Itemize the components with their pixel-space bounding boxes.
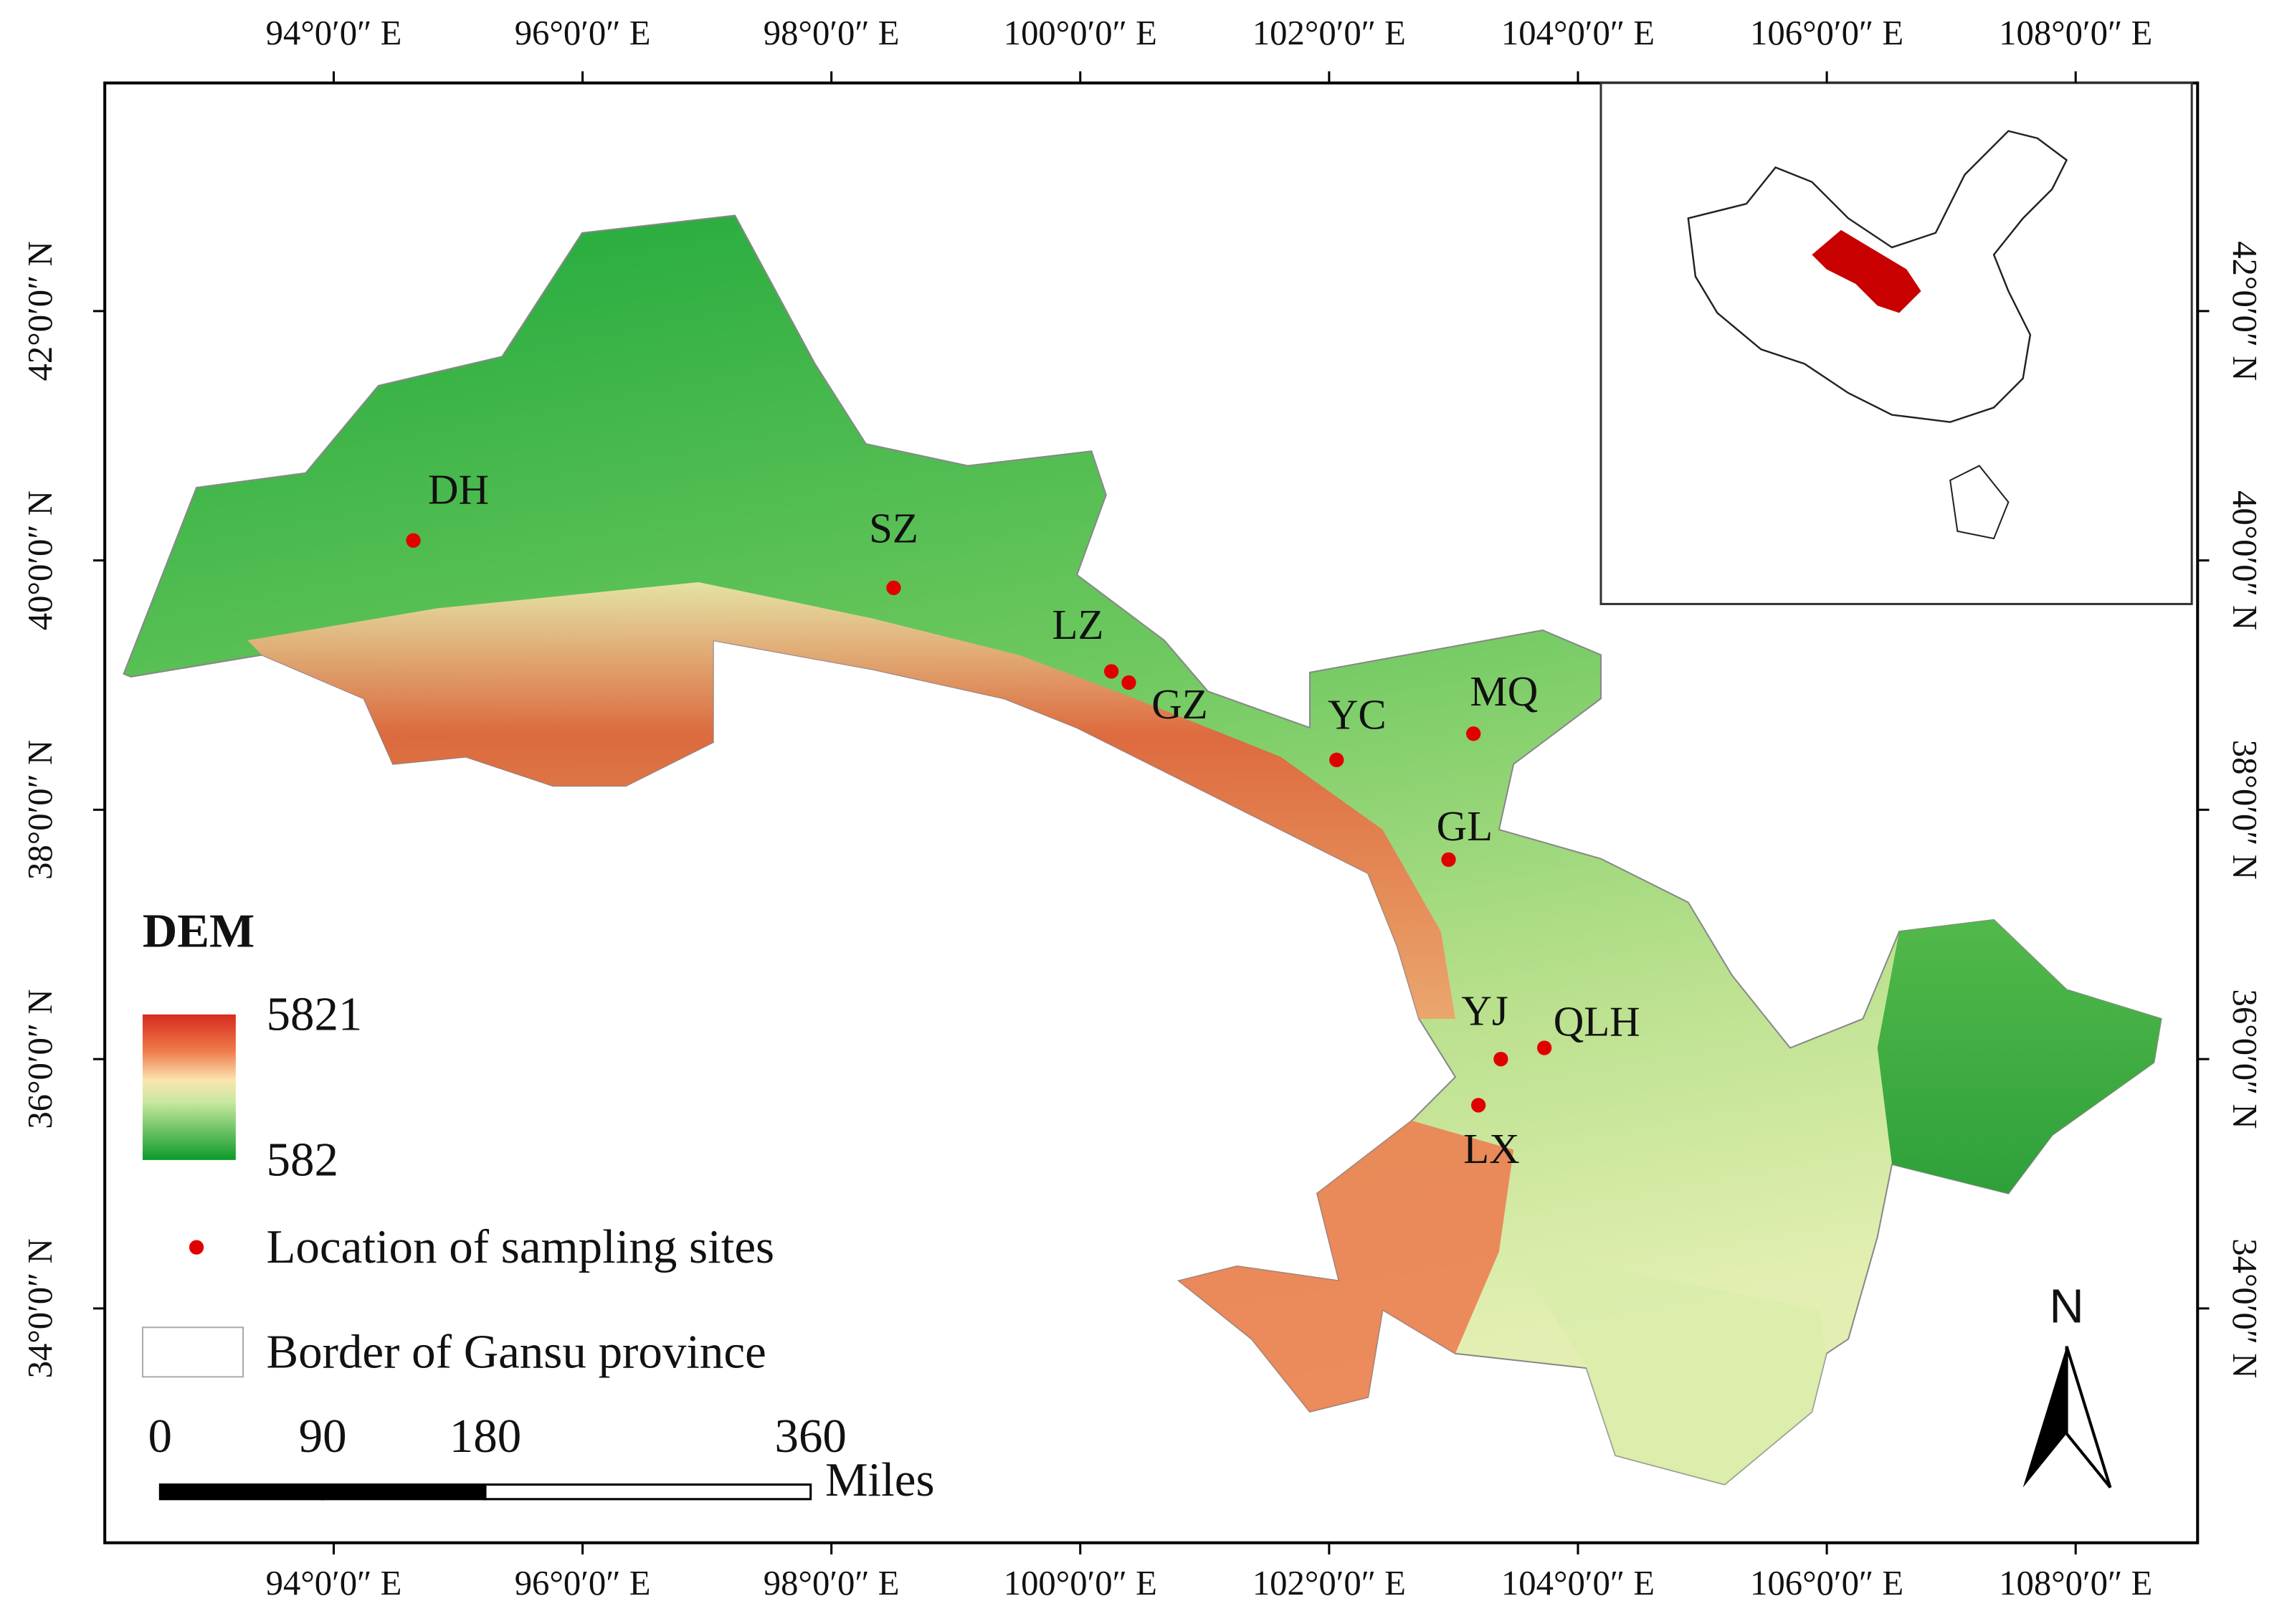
scale-label: 90: [299, 1410, 347, 1463]
lon-tick-label: 102°0′0″ E: [1252, 1564, 1406, 1602]
scale-label: 360: [774, 1410, 846, 1463]
inset-islands: [1949, 465, 2010, 540]
site-label: SZ: [869, 505, 918, 551]
lat-tick-label: 34°0′0″ N: [2225, 1238, 2264, 1378]
lon-tick-label: 98°0′0″ E: [764, 14, 900, 52]
scale-segment: [158, 1483, 324, 1501]
lon-tick-label: 98°0′0″ E: [764, 1564, 900, 1602]
lat-tick-label: 42°0′0″ N: [2225, 241, 2264, 381]
lon-tick-label: 104°0′0″ E: [1501, 14, 1655, 52]
site-label: GZ: [1151, 681, 1207, 728]
site-label: YC: [1328, 692, 1387, 739]
lon-tick-label: 96°0′0″ E: [515, 1564, 651, 1602]
sampling-site: [1470, 1098, 1486, 1113]
legend-sites-label: Location of sampling sites: [266, 1220, 774, 1273]
scale-segment: [321, 1483, 487, 1501]
site-label: LZ: [1052, 602, 1104, 648]
lat-tick-label: 36°0′0″ N: [21, 989, 60, 1129]
dem-ramp: [142, 1014, 236, 1160]
lon-tick-label: 100°0′0″ E: [1004, 14, 1157, 52]
scale-unit: Miles: [825, 1453, 935, 1506]
sampling-site: [1493, 1051, 1508, 1067]
dem-min: 582: [266, 1133, 338, 1186]
site-label: MQ: [1470, 668, 1538, 715]
lon-tick-label: 104°0′0″ E: [1501, 1564, 1655, 1602]
lat-tick-label: 40°0′0″ N: [2225, 490, 2264, 630]
sampling-site: [1466, 726, 1481, 741]
lon-tick-label: 108°0′0″ E: [1999, 14, 2152, 52]
scale-label: 180: [450, 1410, 521, 1463]
dem-max: 5821: [266, 987, 362, 1040]
north-label: N: [2049, 1280, 2083, 1334]
east-region: [1877, 919, 2162, 1194]
lon-tick-label: 94°0′0″ E: [266, 1564, 402, 1602]
site-label: LX: [1463, 1126, 1519, 1172]
lat-tick-label: 42°0′0″ N: [21, 241, 60, 381]
legend-title: DEM: [143, 905, 255, 958]
legend: DEM 5821 582 Location of sampling sites …: [141, 905, 774, 1378]
lon-tick-label: 102°0′0″ E: [1252, 14, 1406, 52]
legend-border-label: Border of Gansu province: [266, 1325, 766, 1378]
sampling-site: [1536, 1040, 1552, 1055]
sampling-site: [406, 533, 421, 548]
sampling-site: [1104, 664, 1119, 679]
lon-tick-label: 96°0′0″ E: [515, 14, 651, 52]
site-label: DH: [428, 466, 489, 513]
lat-tick-label: 40°0′0″ N: [21, 490, 60, 630]
gansu-province: [123, 214, 2162, 1486]
arrow-left: [2022, 1346, 2067, 1488]
lat-tick-label: 36°0′0″ N: [2225, 989, 2264, 1129]
site-label: YJ: [1461, 988, 1508, 1035]
lon-tick-label: 108°0′0″ E: [1999, 1564, 2152, 1602]
lat-tick-label: 34°0′0″ N: [21, 1238, 60, 1378]
sampling-site: [886, 580, 901, 596]
site-label: QLH: [1554, 999, 1640, 1045]
lat-tick-label: 38°0′0″ N: [21, 740, 60, 880]
site-label: GL: [1437, 803, 1493, 850]
legend-border-swatch: [141, 1326, 244, 1378]
lat-tick-label: 38°0′0″ N: [2225, 740, 2264, 880]
sampling-site: [1121, 675, 1136, 690]
lon-tick-label: 106°0′0″ E: [1750, 1564, 1903, 1602]
lon-tick-label: 100°0′0″ E: [1004, 1564, 1157, 1602]
north-arrow: N: [2022, 1280, 2112, 1488]
arrow-right: [2065, 1346, 2112, 1488]
inset-gansu: [1812, 229, 1921, 313]
southern-mountains: [1179, 1121, 1514, 1412]
qilian-mountains: [247, 581, 1455, 1019]
lon-tick-label: 94°0′0″ E: [266, 14, 402, 52]
legend-site-marker: [189, 1240, 204, 1255]
inset-map: [1599, 82, 2193, 605]
lon-tick-label: 106°0′0″ E: [1750, 14, 1903, 52]
scale-label: 0: [148, 1410, 172, 1463]
sampling-site: [1441, 852, 1456, 868]
sampling-site: [1329, 752, 1344, 767]
southeast-hills: [1513, 1251, 1827, 1485]
scale-segment: [484, 1483, 812, 1501]
